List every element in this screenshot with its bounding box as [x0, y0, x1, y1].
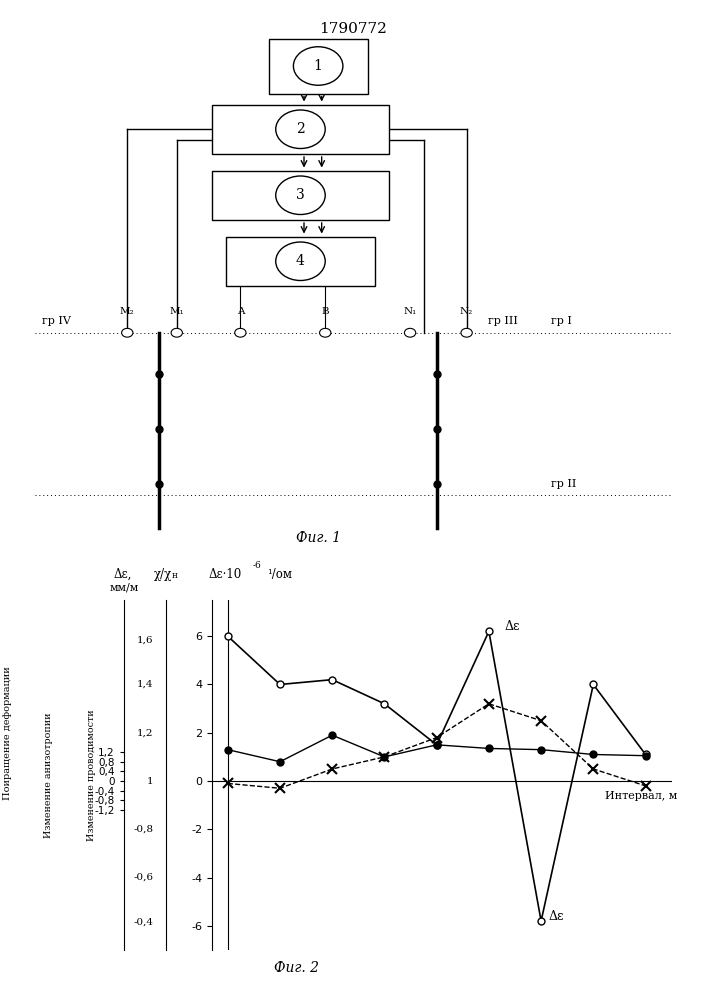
- Text: 1,6: 1,6: [137, 636, 153, 645]
- Text: Фиг. 1: Фиг. 1: [296, 530, 341, 544]
- Text: 1: 1: [314, 59, 322, 73]
- Text: гр I: гр I: [551, 316, 573, 326]
- Text: Δε·10: Δε·10: [209, 568, 242, 581]
- Text: 1: 1: [147, 777, 153, 786]
- Text: M₁: M₁: [170, 307, 184, 316]
- Text: 1,4: 1,4: [137, 680, 153, 689]
- Text: N₁: N₁: [404, 307, 416, 316]
- Text: A: A: [237, 307, 244, 316]
- Text: B: B: [322, 307, 329, 316]
- Text: Фиг. 2: Фиг. 2: [274, 961, 320, 975]
- Text: гр IV: гр IV: [42, 316, 71, 326]
- Text: Δε: Δε: [549, 910, 564, 923]
- FancyBboxPatch shape: [226, 236, 375, 286]
- FancyBboxPatch shape: [212, 104, 389, 154]
- Text: 4: 4: [296, 254, 305, 268]
- Circle shape: [276, 110, 325, 148]
- Text: M₂: M₂: [120, 307, 134, 316]
- Circle shape: [235, 328, 246, 337]
- Text: -0,4: -0,4: [134, 917, 153, 926]
- Circle shape: [461, 328, 472, 337]
- Text: -6: -6: [253, 561, 262, 570]
- Circle shape: [276, 242, 325, 280]
- Circle shape: [404, 328, 416, 337]
- Circle shape: [293, 47, 343, 85]
- Text: гр III: гр III: [488, 316, 518, 326]
- Text: -0,6: -0,6: [134, 873, 153, 882]
- Circle shape: [122, 328, 133, 337]
- Text: ¹/ом: ¹/ом: [267, 568, 292, 581]
- FancyBboxPatch shape: [212, 170, 389, 220]
- Text: 1790772: 1790772: [320, 22, 387, 36]
- Text: 2: 2: [296, 122, 305, 136]
- Text: Поиращение деформации: Поиращение деформации: [3, 666, 11, 800]
- Text: -0,8: -0,8: [134, 825, 153, 834]
- Text: N₂: N₂: [460, 307, 473, 316]
- Text: гр II: гр II: [551, 479, 577, 489]
- FancyBboxPatch shape: [269, 38, 368, 94]
- Text: 1,2: 1,2: [137, 728, 153, 737]
- Circle shape: [276, 176, 325, 215]
- Text: Δε: Δε: [505, 620, 520, 633]
- Text: мм/м: мм/м: [110, 582, 139, 592]
- Text: 3: 3: [296, 188, 305, 202]
- Text: Δε,: Δε,: [113, 568, 132, 581]
- Text: Изменение анизотропии: Изменение анизотропии: [44, 712, 52, 838]
- Text: Интервал, м: Интервал, м: [604, 791, 677, 801]
- Circle shape: [171, 328, 182, 337]
- Text: χ/χ: χ/χ: [154, 568, 173, 581]
- Circle shape: [320, 328, 331, 337]
- Text: Изменение проводимости: Изменение проводимости: [88, 709, 96, 841]
- Text: н: н: [172, 571, 177, 580]
